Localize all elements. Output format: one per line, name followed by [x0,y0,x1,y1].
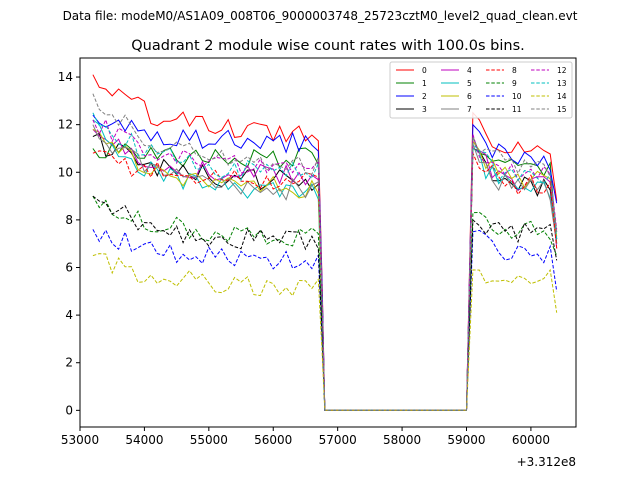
legend-label-15: 15 [557,105,567,114]
legend-box [389,61,573,119]
chart-title: Quadrant 2 module wise count rates with … [131,38,525,54]
y-tick-label: 12 [58,118,73,132]
x-tick-label: 53000 [61,433,99,447]
y-tick-label: 10 [58,165,73,179]
legend-label-4: 4 [467,66,472,75]
legend-label-8: 8 [512,66,517,75]
series-line-9 [92,195,558,411]
y-tick-label: 8 [65,213,73,227]
legend-label-6: 6 [467,92,472,101]
series-line-2 [92,114,558,411]
series-line-6 [92,128,558,411]
legend-label-2: 2 [422,92,427,101]
x-tick-label: 54000 [125,433,163,447]
legend-label-10: 10 [512,92,522,101]
legend-label-1: 1 [422,79,427,88]
x-tick-label: 56000 [254,433,292,447]
legend-label-12: 12 [557,66,567,75]
series-line-12 [92,118,558,411]
legend-label-0: 0 [422,66,427,75]
series-line-15 [92,93,558,411]
x-tick-label: 59000 [447,433,485,447]
series-line-10 [92,229,558,411]
y-tick-label: 6 [65,260,73,274]
legend-label-13: 13 [557,79,567,88]
x-tick-label: 58000 [383,433,421,447]
axis-ticks: 53000 54000 55000 56000 57000 58000 59000 60000… [58,70,550,447]
legend-label-9: 9 [512,79,517,88]
legend-label-11: 11 [512,105,522,114]
x-tick-label: 55000 [190,433,228,447]
series-line-0 [92,74,558,411]
series-line-8 [92,150,558,411]
y-tick-label: 4 [65,308,73,322]
legend-label-14: 14 [557,92,567,101]
legend-label-7: 7 [467,105,472,114]
x-tick-label: 60000 [512,433,550,447]
y-tick-label: 2 [65,356,73,370]
legend-label-3: 3 [422,105,427,114]
chart-suptitle: Data file: modeM0/AS1A09_008T06_90000037… [63,9,578,23]
plot-frame [79,57,577,428]
series-line-3 [92,132,558,411]
legend-label-5: 5 [467,79,472,88]
y-tick-label: 0 [65,403,73,417]
series-line-7 [92,124,558,411]
series-line-1 [92,136,558,411]
series-lines [92,74,558,411]
series-line-14 [92,253,558,411]
y-tick-label: 14 [58,70,73,84]
x-tick-label: 57000 [319,433,357,447]
series-line-13 [92,112,558,411]
x-offset-label: +3.312e8 [517,455,576,469]
